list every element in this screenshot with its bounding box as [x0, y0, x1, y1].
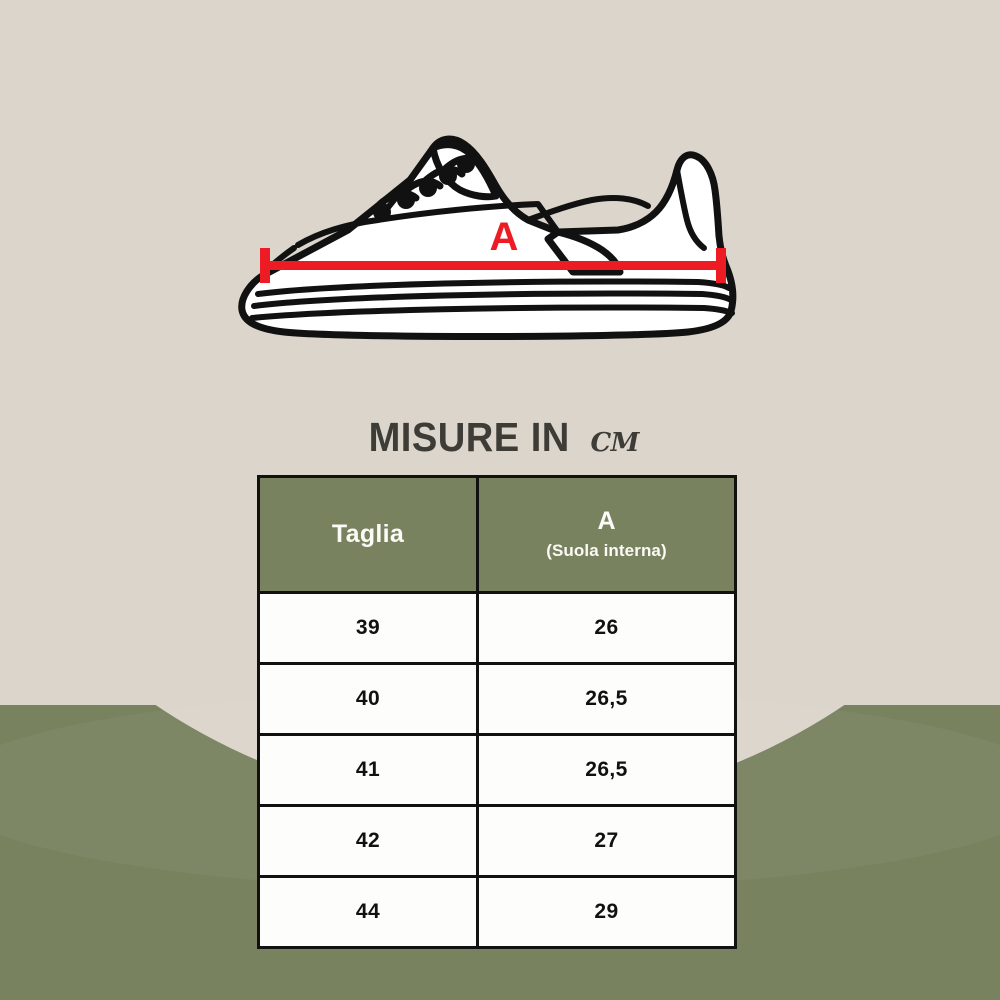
cell-taglia: 40: [257, 662, 479, 736]
cell-taglia: 42: [257, 804, 479, 878]
cell-taglia: 41: [257, 733, 479, 807]
table-row: 41 26,5: [257, 733, 737, 807]
cell-taglia: 44: [257, 875, 479, 949]
measurement-label-a: A: [490, 215, 519, 259]
cell-a: 26,5: [476, 733, 737, 807]
cell-taglia: 39: [257, 591, 479, 665]
sneaker-illustration: A: [228, 108, 758, 348]
page-title: MISURE IN cm: [0, 414, 1000, 461]
table-header-row: Taglia A (Suola interna): [257, 475, 737, 594]
column-header-a: A (Suola interna): [476, 475, 737, 594]
measurement-line-a: [260, 248, 726, 283]
cell-a: 26,5: [476, 662, 737, 736]
table-row: 40 26,5: [257, 662, 737, 736]
size-table: Taglia A (Suola interna) 39 26 40 26,5 4…: [257, 475, 737, 949]
title-unit-text: cm: [590, 415, 639, 460]
table-row: 42 27: [257, 804, 737, 878]
cell-a: 26: [476, 591, 737, 665]
cell-a: 27: [476, 804, 737, 878]
column-header-a-label: A: [597, 506, 616, 535]
title-main-text: MISURE IN: [368, 414, 570, 460]
cell-a: 29: [476, 875, 737, 949]
table-row: 39 26: [257, 591, 737, 665]
column-header-taglia-label: Taglia: [331, 520, 405, 548]
table-row: 44 29: [257, 875, 737, 949]
column-header-taglia: Taglia: [257, 475, 479, 594]
column-header-a-sublabel: (Suola interna): [546, 541, 667, 561]
